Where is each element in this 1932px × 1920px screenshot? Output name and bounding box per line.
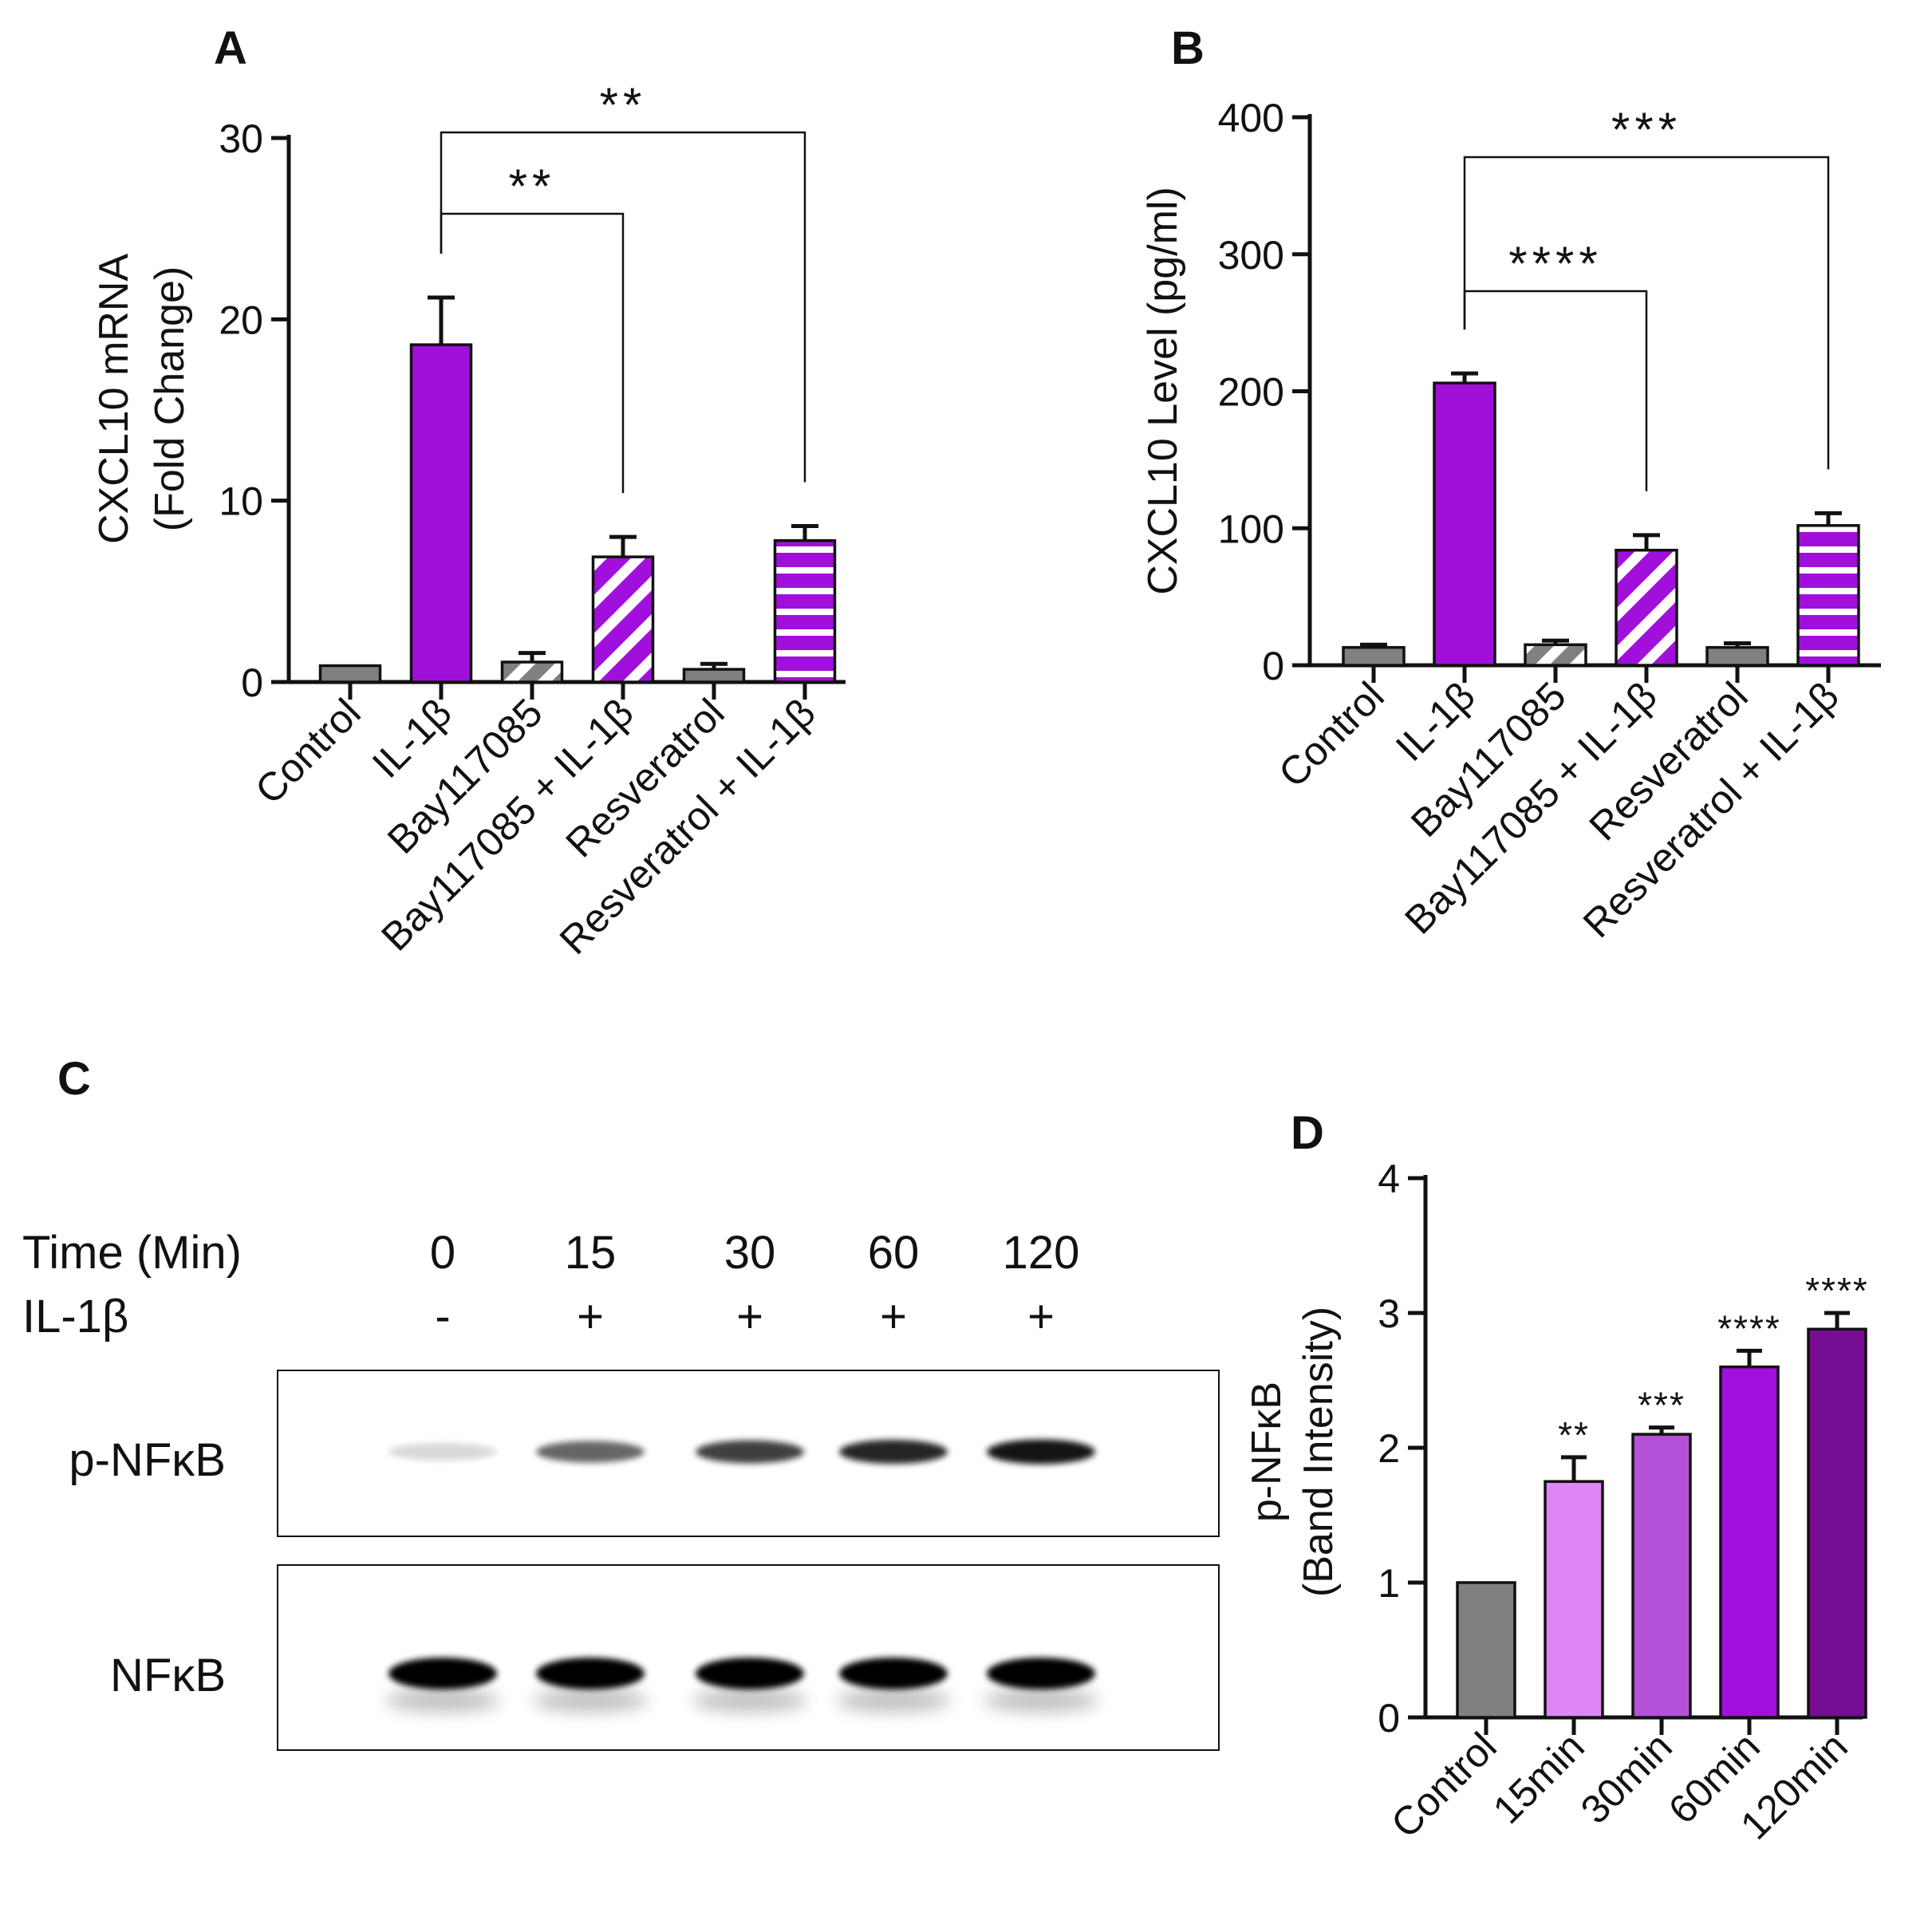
y-tick-label: 300: [1218, 233, 1284, 278]
lane-time-label: 30: [724, 1227, 776, 1279]
panel-letter-d: D: [1291, 1107, 1324, 1159]
bar: [1615, 548, 1678, 667]
blot-band: [388, 1658, 497, 1689]
x-tick-label: 15min: [1484, 1724, 1593, 1832]
lane-treatment-label: +: [1027, 1291, 1055, 1342]
y-tick-label: 2: [1378, 1426, 1400, 1471]
panel-letter-a: A: [214, 22, 247, 74]
bar: [591, 555, 655, 684]
panel-letter-c: C: [57, 1053, 91, 1105]
chart-b: 0100200300400ControlIL-1βBay117085Bay117…: [1140, 96, 1881, 946]
x-tick-label: Control: [246, 690, 369, 813]
y-tick-label: 3: [1378, 1291, 1400, 1336]
blot-time-header: Time (Min): [22, 1227, 242, 1279]
bar: [1544, 1480, 1604, 1719]
y-tick-label: 400: [1218, 96, 1284, 140]
lane-treatment-label: -: [435, 1291, 450, 1342]
y-axis-title: p-NFκB: [1244, 1382, 1290, 1522]
blot-membrane: [277, 1564, 1220, 1751]
significance-bracket: [440, 131, 806, 483]
significance-bracket: [1463, 156, 1830, 470]
significance-label: ****: [1717, 1307, 1781, 1349]
lane-treatment-label: +: [736, 1291, 763, 1342]
blot-row-label: NFκB: [110, 1650, 226, 1701]
significance-label: ***: [1638, 1385, 1686, 1426]
western-blot-c: Time (Min) IL-1β 0 - 15 +30 +60 +120 + p-NFκB NFκB: [22, 1227, 1220, 1751]
blot-band-smear: [984, 1689, 1098, 1712]
y-tick-label: 4: [1378, 1157, 1400, 1201]
significance-label: **: [1558, 1414, 1590, 1456]
blot-band-smear: [385, 1689, 500, 1712]
bar: [773, 538, 837, 684]
bar: [318, 664, 382, 684]
bar: [1719, 1365, 1780, 1719]
bar: [409, 343, 473, 684]
significance-label: ***: [1611, 103, 1682, 156]
blot-treatment-header: IL-1β: [22, 1291, 128, 1342]
bar: [1524, 643, 1587, 667]
bar: [1456, 1581, 1516, 1719]
panel-letter-b: B: [1171, 22, 1205, 74]
blot-row-label: p-NFκB: [69, 1434, 226, 1486]
x-tick-label: Control: [1270, 673, 1393, 796]
significance-label: ****: [1805, 1270, 1869, 1311]
bar: [682, 668, 746, 684]
x-tick-label: 30min: [1572, 1724, 1681, 1832]
y-tick-label: 0: [241, 660, 263, 705]
lane-time-label: 120: [1003, 1227, 1080, 1279]
lane-time-label: 0: [430, 1227, 455, 1279]
y-tick-label: 0: [1262, 644, 1284, 688]
bar: [500, 660, 564, 684]
blot-band: [987, 1658, 1095, 1689]
blot-band: [839, 1658, 948, 1689]
y-tick-label: 100: [1218, 507, 1284, 551]
blot-band: [388, 1443, 497, 1461]
y-tick-label: 200: [1218, 370, 1284, 415]
lane-time-label: 15: [565, 1227, 617, 1279]
lane-time-label: 60: [868, 1227, 920, 1279]
y-tick-label: 1: [1378, 1561, 1400, 1606]
blot-band: [987, 1439, 1095, 1465]
blot-band-smear: [692, 1689, 807, 1712]
bar: [1631, 1433, 1692, 1719]
blot-band-smear: [533, 1689, 648, 1712]
significance-label: ****: [1508, 237, 1602, 290]
bar: [1796, 524, 1860, 667]
y-axis-subtitle: (Fold Change): [147, 266, 193, 531]
bar: [1433, 381, 1496, 667]
bar: [1705, 645, 1769, 667]
y-axis-title: CXCL10 mRNA: [91, 254, 137, 544]
y-axis-subtitle: (Band Intensity): [1295, 1307, 1342, 1597]
blot-band: [536, 1441, 645, 1463]
chart-d: 01234Control15min**30min***60min****120m…: [1244, 1157, 1869, 1848]
significance-label: **: [509, 160, 556, 213]
y-tick-label: 0: [1378, 1696, 1400, 1741]
blot-band-smear: [836, 1689, 951, 1712]
bar: [1342, 645, 1406, 667]
lane-treatment-label: +: [880, 1291, 907, 1342]
significance-label: **: [600, 78, 647, 132]
blot-band: [536, 1658, 645, 1689]
blot-band: [696, 1440, 804, 1464]
y-tick-label: 10: [219, 479, 263, 524]
y-tick-label: 20: [219, 298, 263, 342]
blot-band: [839, 1439, 948, 1465]
x-tick-label: Control: [1382, 1724, 1505, 1847]
bar: [1807, 1327, 1867, 1719]
y-axis-title: CXCL10 Level (pg/ml): [1140, 187, 1186, 595]
y-tick-label: 30: [219, 116, 263, 161]
blot-band: [696, 1658, 804, 1689]
lane-treatment-label: +: [577, 1291, 604, 1342]
